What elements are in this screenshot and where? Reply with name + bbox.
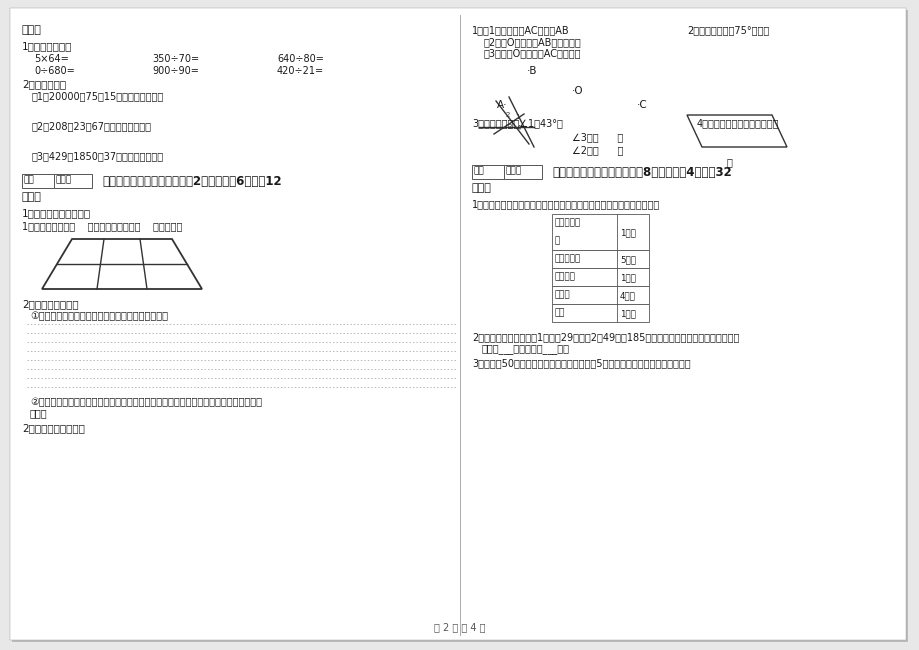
Text: ·C: ·C	[636, 100, 647, 110]
Bar	[504, 165, 541, 179]
Text: 底: 底	[725, 157, 732, 167]
Text: 评卷人: 评卷人	[56, 175, 72, 184]
Text: （2）过O点画射线AB的平行线。: （2）过O点画射线AB的平行线。	[483, 37, 581, 47]
Text: 2、商场搞促销活动，买1件体恤29元，买2件49元，185元最多可以买多少件，还剩多少钱？: 2、商场搞促销活动，买1件体恤29元，买2件49元，185元最多可以买多少件，还…	[471, 332, 739, 342]
Text: 答：买___件，还剩下___元。: 答：买___件，还剩下___元。	[482, 344, 570, 354]
Text: 2、画一画，填一填。: 2、画一画，填一填。	[22, 423, 85, 433]
Text: （3）再过O点画射线AC的垂线。: （3）再过O点画射线AC的垂线。	[483, 48, 581, 58]
Text: 边形。: 边形。	[30, 408, 48, 418]
Text: 1分钟: 1分钟	[619, 228, 635, 237]
Text: ∠2＝（      ）: ∠2＝（ ）	[572, 145, 623, 155]
Text: 六、应用知识，解决问题（共8小题，每题4分，共32: 六、应用知识，解决问题（共8小题，每题4分，共32	[551, 166, 731, 179]
Text: 1、动脑动手，我擅长！: 1、动脑动手，我擅长！	[22, 208, 91, 218]
Text: 分）。: 分）。	[22, 25, 42, 35]
Text: 5×64=: 5×64=	[34, 54, 69, 64]
Text: 分）。: 分）。	[471, 183, 492, 193]
Text: 4分钟: 4分钟	[619, 291, 635, 300]
Text: 1分钟: 1分钟	[619, 309, 635, 318]
Bar	[551, 268, 648, 286]
Text: 3、在相距50米的两栋楼之间栽一排树，每隔5米栽一棵树，一共可栽多少棵树？: 3、在相距50米的两栋楼之间栽一排树，每隔5米栽一棵树，一共可栽多少棵树？	[471, 358, 690, 368]
Bar	[54, 174, 92, 188]
Text: （3）429加1850与37的商，和是多少？: （3）429加1850与37的商，和是多少？	[32, 151, 164, 161]
Text: 420÷21=: 420÷21=	[277, 66, 323, 76]
Text: 分）。: 分）。	[22, 192, 42, 202]
Text: 第 2 页 共 4 页: 第 2 页 共 4 页	[434, 622, 485, 632]
Text: 1: 1	[515, 114, 518, 120]
Text: 1、直接写得数。: 1、直接写得数。	[22, 41, 73, 51]
Bar	[551, 250, 648, 268]
Text: 350÷70=: 350÷70=	[152, 54, 199, 64]
Text: 900÷90=: 900÷90=	[152, 66, 199, 76]
Text: 2、列式计算。: 2、列式计算。	[22, 79, 66, 89]
Text: A·: A·	[496, 100, 507, 110]
Text: ②给锐角三角形画对称轴，在梯形里画一条线段，把它分割成：一个三角型和一个平行四: ②给锐角三角形画对称轴，在梯形里画一条线段，把它分割成：一个三角型和一个平行四	[30, 397, 262, 407]
Text: 评卷人: 评卷人	[505, 166, 522, 175]
Text: 4: 4	[516, 125, 521, 131]
Text: （2）208乘23与67的和，积是多少？: （2）208乘23与67的和，积是多少？	[32, 121, 152, 131]
Text: 得分: 得分	[473, 166, 484, 175]
Text: 等开水变温: 等开水变温	[554, 254, 581, 263]
Text: ∠3＝（      ）: ∠3＝（ ）	[572, 132, 622, 142]
Text: 3: 3	[507, 124, 512, 130]
Text: 吃药: 吃药	[554, 308, 565, 317]
Text: ①在点子图上画出一个等腰锐角三角形和一个梯形。: ①在点子图上画出一个等腰锐角三角形和一个梯形。	[30, 311, 168, 321]
Text: 2．用量角器画一75°的角。: 2．用量角器画一75°的角。	[686, 25, 768, 35]
Text: 找感冒药: 找感冒药	[554, 272, 575, 281]
Bar	[471, 165, 504, 179]
Text: ·O: ·O	[572, 86, 583, 96]
Text: （1）20000减75乘15的积，差是多少？: （1）20000减75乘15的积，差是多少？	[32, 91, 165, 101]
Text: 1．数下图中，有（    ）个平行四边形，（    ）个梯形。: 1．数下图中，有（ ）个平行四边形，（ ）个梯形。	[22, 221, 182, 231]
Bar	[551, 286, 648, 304]
Text: 找杯子倒开: 找杯子倒开	[554, 218, 581, 227]
Text: 640÷80=: 640÷80=	[277, 54, 323, 64]
Text: 2: 2	[505, 112, 510, 118]
Text: 水: 水	[554, 236, 560, 245]
Bar	[22, 174, 54, 188]
Text: 0÷680=: 0÷680=	[34, 66, 74, 76]
Text: ·B: ·B	[527, 66, 537, 76]
Text: 五、认真思考，综合能力（共2小题，每题6分，共12: 五、认真思考，综合能力（共2小题，每题6分，共12	[102, 175, 281, 188]
Text: 得分: 得分	[24, 175, 35, 184]
Bar	[551, 214, 648, 250]
Text: 1．（1）画出直线AC，射线AB: 1．（1）画出直线AC，射线AB	[471, 25, 569, 35]
Text: 2．按要求画一画。: 2．按要求画一画。	[22, 299, 78, 309]
Text: 1分钟: 1分钟	[619, 273, 635, 282]
Text: 4．画出平行四边形底上的高。: 4．画出平行四边形底上的高。	[697, 118, 778, 128]
Bar	[551, 304, 648, 322]
Text: 3．下图中，已知∠1＝43°，: 3．下图中，已知∠1＝43°，	[471, 118, 562, 128]
Text: 5分钟: 5分钟	[619, 255, 635, 264]
Text: 1、小明发烧了，要赶快吃药休息。最少需要多长时间才能吃完药休息？: 1、小明发烧了，要赶快吃药休息。最少需要多长时间才能吃完药休息？	[471, 199, 660, 209]
Text: 量体温: 量体温	[554, 290, 570, 299]
